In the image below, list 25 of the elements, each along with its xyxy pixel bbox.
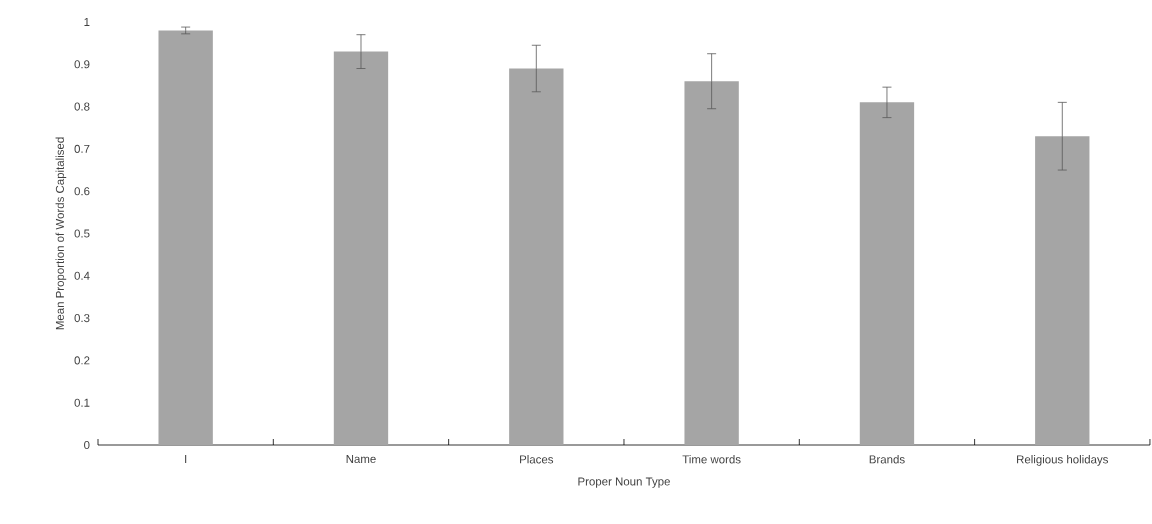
y-tick-label: 0.7	[74, 144, 90, 153]
y-axis-title: Mean Proportion of Words Capitalised	[55, 137, 67, 330]
y-tick-label: 0.2	[74, 356, 90, 365]
bar	[1035, 136, 1090, 445]
x-tick-label: I	[185, 455, 187, 463]
bar	[509, 68, 564, 445]
bar	[333, 51, 389, 445]
y-tick-label: 0.4	[74, 271, 90, 280]
x-tick-label: Name	[346, 455, 376, 464]
x-tick-label: Time words	[682, 455, 741, 464]
y-tick-label: 0.1	[74, 398, 90, 407]
y-tick-label: 0.5	[74, 229, 90, 238]
x-tick-label: Places	[520, 455, 554, 464]
y-tick-label: 0.8	[74, 102, 90, 111]
x-axis-title: Proper Noun Type	[578, 477, 670, 488]
y-tick-label: 0.9	[74, 60, 90, 69]
bar	[158, 30, 213, 445]
y-tick-label: 0	[84, 440, 90, 450]
x-tick-label: Religious holidays	[1017, 455, 1108, 466]
y-tick-label: 0.6	[74, 187, 90, 196]
y-tick-label: 1	[84, 18, 90, 26]
bar	[684, 81, 739, 445]
y-tick-label: 0.3	[74, 314, 90, 323]
x-tick-label: Brands	[869, 455, 905, 464]
bar	[859, 102, 915, 445]
